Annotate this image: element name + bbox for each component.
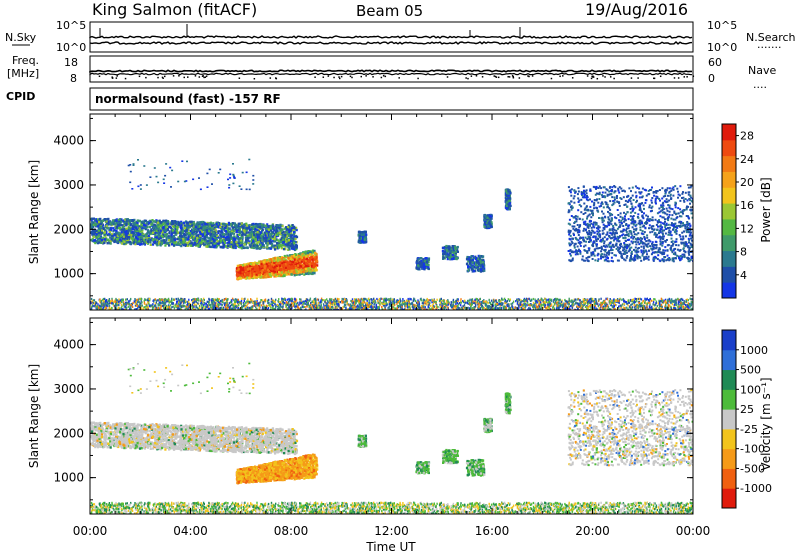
freq-label-2: [MHz] bbox=[7, 67, 39, 80]
x-tick-label: 16:00 bbox=[475, 524, 510, 538]
y-tick-label: 4000 bbox=[53, 338, 84, 352]
beam-title: Beam 05 bbox=[356, 2, 423, 20]
y-tick-label: 2000 bbox=[53, 426, 84, 440]
velocity-cbar-label: Velocity [m s⁻¹] bbox=[759, 377, 773, 470]
nave-label: Nave bbox=[748, 64, 776, 77]
y-tick-label: 4000 bbox=[53, 134, 84, 148]
colorbar-cell bbox=[722, 218, 736, 236]
noise-tick-top-left: 10^5 bbox=[56, 19, 86, 32]
nave-tick-top: 60 bbox=[708, 56, 722, 69]
colorbar-cell bbox=[722, 187, 736, 204]
freq-traces bbox=[89, 69, 695, 80]
y-tick-label: 3000 bbox=[53, 178, 84, 192]
colorbar-tick: -25 bbox=[740, 423, 758, 436]
y-tick-label: 2000 bbox=[53, 222, 84, 236]
colorbar-cell bbox=[722, 468, 736, 489]
colorbar-cell bbox=[722, 171, 736, 188]
colorbar-cell bbox=[722, 124, 736, 141]
colorbar-tick: -500 bbox=[740, 462, 765, 475]
colorbar-cell bbox=[722, 488, 736, 509]
x-tick-label: 00:00 bbox=[73, 524, 108, 538]
freq-label-1: Freq. bbox=[12, 54, 39, 67]
colorbar-tick: 12 bbox=[740, 222, 754, 235]
station-title: King Salmon (fitACF) bbox=[92, 0, 257, 19]
colorbar-tick: 24 bbox=[740, 153, 754, 166]
cpid-program: normalsound (fast) -157 RF bbox=[95, 92, 281, 106]
velocity-colorbar: 1000 500 100 25 -25 -100 -500 -1000 bbox=[721, 329, 772, 509]
cpid-label: CPID bbox=[6, 90, 35, 103]
velocity-ylabel: Slant Range [km] bbox=[27, 364, 41, 468]
noise-right-dots: ....... bbox=[757, 38, 781, 51]
colorbar-cell bbox=[722, 409, 736, 430]
power-ylabel: Slant Range [km] bbox=[27, 160, 41, 264]
colorbar-cell bbox=[722, 282, 736, 299]
colorbar-cell bbox=[722, 266, 736, 283]
x-tick-label: 08:00 bbox=[274, 524, 309, 538]
colorbar-cell bbox=[722, 349, 736, 371]
noise-tick-bottom-left: 10^0 bbox=[56, 41, 86, 54]
nave-label-dots: .... bbox=[753, 78, 767, 91]
colorbar-cell bbox=[722, 330, 736, 351]
noise-right-label: N.Search bbox=[746, 31, 796, 44]
x-tick-label: 04:00 bbox=[173, 524, 208, 538]
freq-panel bbox=[89, 55, 694, 83]
power-colorbar: 4 8 12 16 20 24 28 bbox=[721, 123, 754, 299]
colorbar-tick: -1000 bbox=[740, 482, 772, 495]
y-tick-label: 3000 bbox=[53, 382, 84, 396]
x-axis-label: Time UT bbox=[365, 540, 416, 554]
freq-tick-bottom: 8 bbox=[70, 72, 77, 85]
colorbar-tick: 100 bbox=[740, 383, 761, 396]
noise-left-label: N.Sky bbox=[5, 31, 37, 44]
colorbar-cell bbox=[722, 234, 736, 252]
nave-tick-bottom: 0 bbox=[708, 72, 715, 85]
colorbar-cell bbox=[722, 203, 736, 220]
colorbar-tick: 20 bbox=[740, 176, 754, 189]
colorbar-cell bbox=[722, 369, 736, 390]
freq-tick-top: 18 bbox=[64, 56, 78, 69]
colorbar-tick: 8 bbox=[740, 246, 747, 259]
colorbar-tick: 1000 bbox=[740, 344, 768, 357]
colorbar-cell bbox=[722, 250, 736, 267]
colorbar-tick: -100 bbox=[740, 443, 765, 456]
cpid-panel bbox=[89, 87, 694, 111]
noise-tick-bottom-right: 10^0 bbox=[707, 41, 737, 54]
colorbar-cell bbox=[722, 448, 736, 469]
noise-traces bbox=[89, 24, 693, 45]
velocity-data bbox=[90, 362, 693, 514]
colorbar-tick: 16 bbox=[740, 199, 754, 212]
date-title: 19/Aug/2016 bbox=[585, 0, 688, 19]
x-tick-label: 00:00 bbox=[676, 524, 711, 538]
colorbar-tick: 500 bbox=[740, 364, 761, 377]
x-tick-label: 20:00 bbox=[575, 524, 610, 538]
colorbar-cell bbox=[722, 428, 736, 450]
colorbar-tick: 4 bbox=[740, 269, 747, 282]
y-tick-label: 1000 bbox=[53, 267, 84, 281]
y-tick-label: 1000 bbox=[53, 471, 84, 485]
x-tick-label: 12:00 bbox=[374, 524, 409, 538]
power-cbar-label: Power [dB] bbox=[759, 177, 773, 242]
colorbar-cell bbox=[722, 155, 736, 172]
colorbar-tick: 25 bbox=[740, 403, 754, 416]
colorbar-tick: 28 bbox=[740, 130, 754, 143]
colorbar-cell bbox=[722, 139, 736, 157]
colorbar-cell bbox=[722, 389, 736, 410]
power-data bbox=[90, 158, 693, 310]
noise-tick-top-right: 10^5 bbox=[707, 19, 737, 32]
